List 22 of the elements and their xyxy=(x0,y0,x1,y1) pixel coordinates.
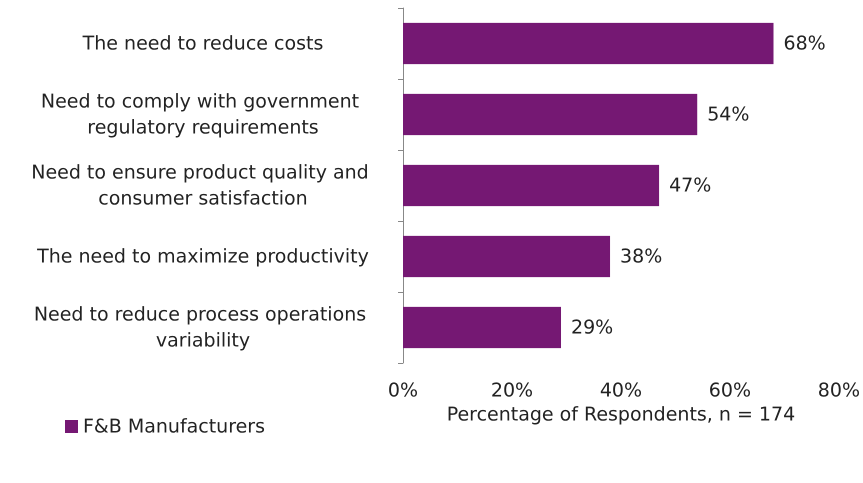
legend-label: F&B Manufacturers xyxy=(83,416,266,438)
data-label: 54% xyxy=(707,104,750,126)
data-label: 68% xyxy=(784,32,826,54)
data-label: 29% xyxy=(571,316,614,338)
y-tick-label: The need to reduce costs xyxy=(82,32,324,54)
x-tick-label: 40% xyxy=(600,380,642,402)
x-tick-label: 0% xyxy=(388,380,418,402)
bar xyxy=(403,22,774,64)
bar xyxy=(403,306,562,348)
x-axis-title: Percentage of Respondents, n = 174 xyxy=(446,404,796,426)
bar xyxy=(403,236,610,278)
bar xyxy=(403,164,660,206)
x-tick-label: 80% xyxy=(818,380,860,402)
data-label: 38% xyxy=(620,246,662,268)
y-tick-label: Need to reduce process operations variability xyxy=(34,304,372,352)
x-tick-label: 60% xyxy=(708,380,752,402)
y-tick-label: Need to comply with government regulatory requirements xyxy=(40,90,366,138)
y-tick-label: The need to maximize productivity xyxy=(36,246,369,268)
data-label: 47% xyxy=(669,174,712,196)
bar xyxy=(403,94,698,136)
x-tick-label: 20% xyxy=(490,380,534,402)
y-tick-label: Need to ensure product quality and consumer satisfaction xyxy=(31,162,375,210)
